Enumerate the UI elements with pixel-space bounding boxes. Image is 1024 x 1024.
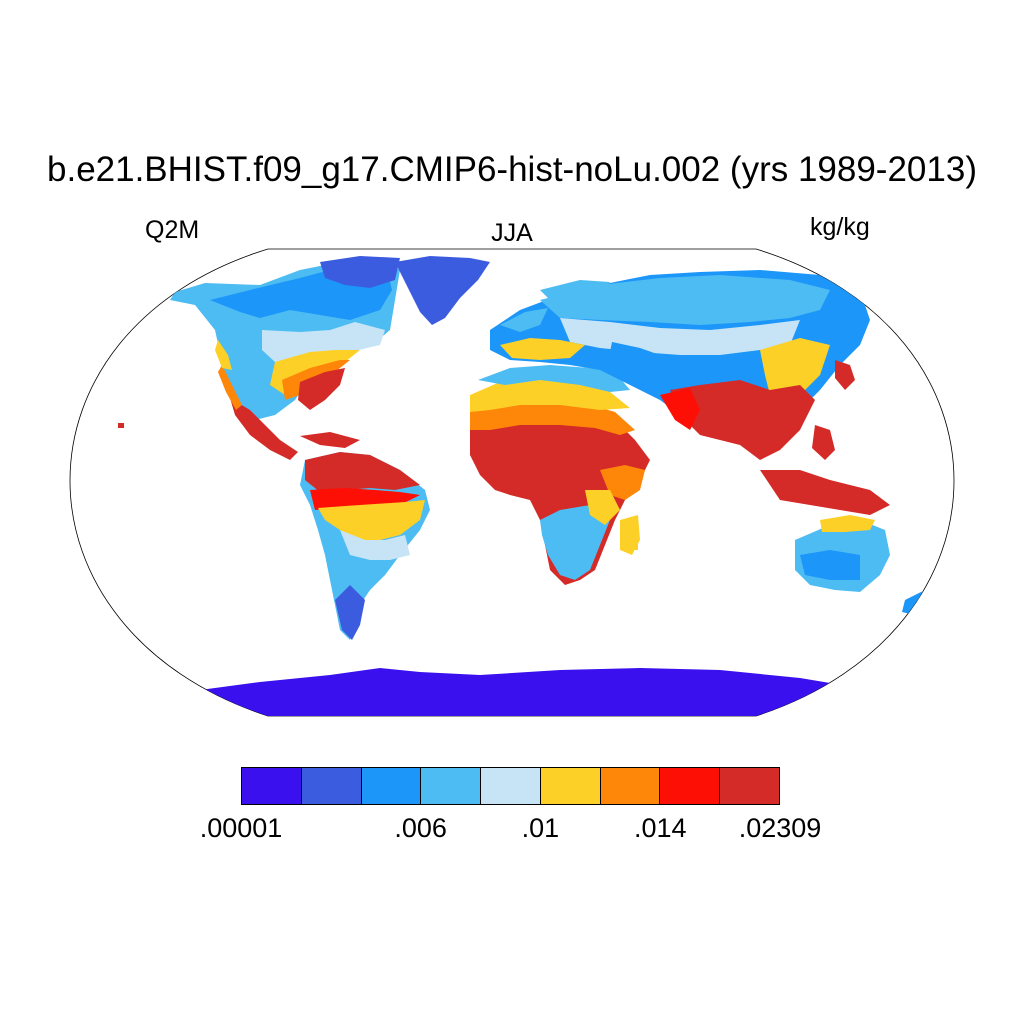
eurasia-africa <box>470 270 890 585</box>
variable-label: Q2M <box>145 216 200 244</box>
colorbar-box <box>421 768 482 804</box>
colorbar-box <box>600 768 661 804</box>
colorbar-tick-label: .02309 <box>738 813 822 843</box>
hawaii <box>118 423 124 428</box>
colorbar-box <box>481 768 541 804</box>
colorbar-box <box>361 768 422 804</box>
north-america <box>170 256 400 460</box>
colorbar-box <box>301 768 362 804</box>
plot-title: b.e21.BHIST.f09_g17.CMIP6-hist-noLu.002 … <box>47 150 977 189</box>
season-label: JJA <box>491 219 533 247</box>
colorbar-box <box>540 768 601 804</box>
colorbar <box>241 767 780 805</box>
colorbar-tick-label: .00001 <box>199 813 283 843</box>
colorbar-tick-label: .01 <box>521 813 560 843</box>
south-america <box>300 452 430 640</box>
colorbar-box <box>720 768 780 804</box>
colorbar-box <box>242 768 302 804</box>
colorbar-box <box>660 768 721 804</box>
colorbar-tick-label: .006 <box>394 813 447 843</box>
units-label: kg/kg <box>810 213 870 241</box>
colorbar-tick-label: .014 <box>633 813 687 843</box>
madagascar <box>626 520 638 550</box>
antarctica <box>200 668 860 716</box>
australia <box>795 515 890 592</box>
greenland <box>395 256 490 325</box>
